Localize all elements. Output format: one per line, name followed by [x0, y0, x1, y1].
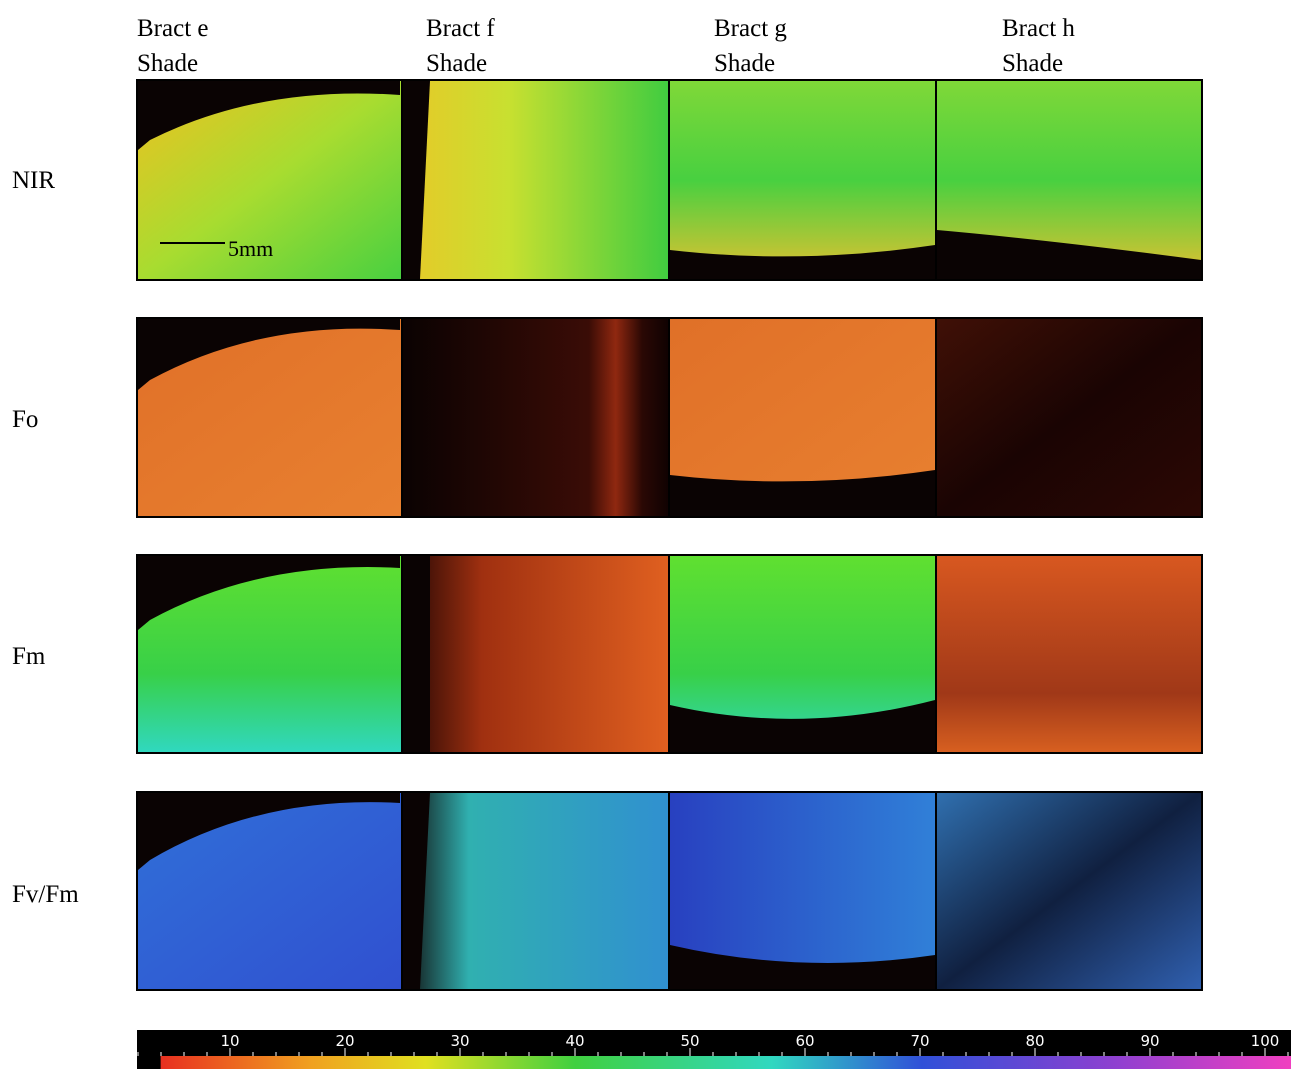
panel [402, 318, 669, 517]
tick-label: 30 [450, 1032, 469, 1050]
colorbar-gradient [137, 1056, 1291, 1069]
column-condition: Shade [1002, 50, 1063, 77]
panel [669, 80, 936, 280]
figure: 5mm Bract e Shade Bract f Shade Bract g … [0, 0, 1291, 1079]
panel [402, 555, 669, 753]
panel [936, 792, 1202, 990]
column-name: Bract h [1002, 15, 1075, 42]
column-condition: Shade [714, 50, 775, 77]
column-name: Bract g [714, 15, 787, 42]
tick-label: 20 [335, 1032, 354, 1050]
tick-label: 100 [1251, 1032, 1280, 1050]
colorbar-frame [137, 1030, 1291, 1056]
tick-label: 80 [1025, 1032, 1044, 1050]
panels [137, 80, 1202, 990]
tick-label: 10 [220, 1032, 239, 1050]
scale-bar-label: 5mm [228, 236, 273, 261]
panel [936, 555, 1202, 753]
tick-label: 90 [1140, 1032, 1159, 1050]
colorbar: 10 20 30 40 50 60 70 80 90 100 [137, 1030, 1291, 1069]
panel [936, 318, 1202, 517]
tick-label: 50 [680, 1032, 699, 1050]
column-name: Bract f [426, 15, 495, 42]
row-label: Fo [12, 406, 38, 433]
tick-label: 60 [795, 1032, 814, 1050]
row-label: Fm [12, 643, 46, 670]
panel [402, 792, 669, 990]
tick-label: 70 [910, 1032, 929, 1050]
row-label: NIR [12, 167, 55, 194]
row-label: Fv/Fm [12, 881, 79, 908]
tick-label: 40 [565, 1032, 584, 1050]
panel [402, 80, 669, 280]
column-condition: Shade [426, 50, 487, 77]
column-name: Bract e [137, 15, 208, 42]
column-condition: Shade [137, 50, 198, 77]
